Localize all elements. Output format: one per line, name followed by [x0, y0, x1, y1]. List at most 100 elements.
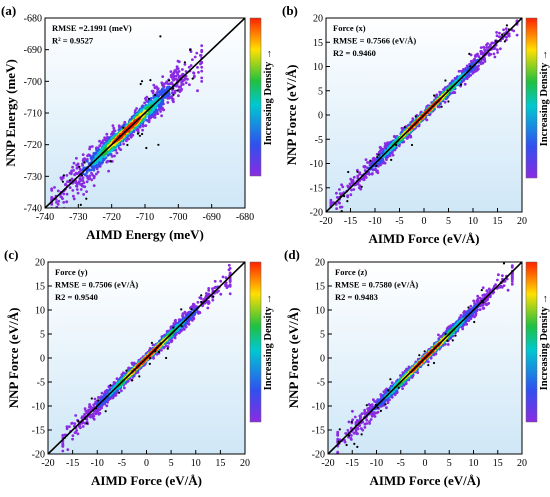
data-point	[506, 288, 510, 292]
data-point	[485, 289, 489, 293]
data-point	[94, 412, 98, 416]
data-point	[348, 182, 352, 186]
data-point	[60, 196, 64, 199]
data-point	[364, 158, 368, 162]
colorbar-label: Increasing Density →	[263, 294, 274, 391]
data-point	[79, 169, 83, 172]
data-point	[360, 412, 364, 416]
data-point	[172, 78, 176, 82]
data-point	[93, 397, 97, 401]
data-point	[90, 171, 93, 175]
data-point	[347, 420, 351, 424]
outlier-point	[159, 35, 162, 38]
outlier-point	[139, 82, 142, 86]
y-tick-label: -15	[32, 426, 45, 437]
data-point	[196, 89, 199, 93]
data-point	[80, 178, 84, 182]
outlier-point	[77, 420, 80, 423]
y-tick-label: -20	[310, 208, 323, 219]
outlier-point	[154, 93, 157, 97]
data-point	[58, 211, 61, 214]
outlier-point	[131, 379, 134, 382]
colorbar	[249, 261, 262, 423]
data-point	[492, 52, 496, 56]
data-point	[335, 207, 338, 211]
data-point	[56, 189, 60, 193]
data-point	[443, 100, 447, 104]
data-point	[53, 186, 56, 189]
data-point	[200, 50, 204, 54]
data-point	[184, 81, 188, 85]
data-point	[356, 426, 359, 430]
data-point	[151, 343, 155, 347]
data-point	[170, 95, 174, 98]
y-tick-label: -10	[310, 159, 323, 170]
x-tick-label: -10	[91, 458, 104, 469]
data-point	[169, 70, 173, 73]
data-point	[159, 110, 163, 113]
data-point	[151, 91, 155, 95]
data-point	[145, 118, 149, 122]
outlier-point	[140, 80, 144, 83]
outlier-point	[165, 356, 168, 360]
data-point	[191, 58, 194, 61]
data-point	[427, 360, 430, 364]
data-point	[186, 77, 189, 81]
outlier-point	[79, 203, 82, 206]
outlier-point	[501, 33, 504, 36]
outlier-point	[168, 79, 171, 82]
outlier-point	[468, 52, 471, 56]
data-point	[79, 188, 83, 191]
data-point	[472, 299, 476, 303]
panel-label: (b)	[282, 3, 298, 18]
data-point	[219, 279, 223, 283]
data-point	[85, 180, 89, 184]
data-point	[219, 292, 223, 296]
outlier-point	[150, 341, 153, 344]
y-tick-label: -5	[315, 135, 323, 146]
data-point	[446, 343, 450, 346]
outlier-point	[346, 200, 349, 203]
data-point	[65, 192, 69, 196]
data-point	[102, 157, 105, 161]
data-point	[206, 306, 210, 310]
y-tick-label: 5	[40, 330, 45, 341]
data-point	[135, 107, 139, 110]
data-point	[200, 65, 204, 69]
colorbar	[249, 17, 262, 177]
data-point	[55, 205, 59, 208]
data-point	[69, 172, 73, 176]
outlier-point	[138, 134, 141, 137]
data-point	[111, 124, 115, 127]
data-point	[192, 303, 196, 307]
outlier-point	[200, 300, 203, 304]
data-point	[495, 34, 499, 38]
data-point	[457, 69, 461, 73]
outlier-point	[433, 94, 436, 97]
data-point	[475, 65, 479, 69]
data-point	[143, 101, 147, 105]
data-point	[113, 154, 116, 158]
outlier-point	[360, 185, 363, 188]
data-point	[175, 78, 179, 82]
data-point	[72, 169, 75, 172]
data-point	[123, 386, 126, 390]
data-point	[111, 130, 115, 134]
data-point	[478, 308, 482, 311]
reference-line	[326, 18, 522, 212]
data-point	[199, 54, 202, 57]
data-point	[200, 69, 204, 73]
data-point	[335, 196, 339, 199]
data-point	[385, 406, 388, 410]
data-point	[177, 60, 181, 64]
data-point	[81, 164, 84, 167]
x-axis-label: AIMD Energy (meV)	[86, 227, 204, 242]
panel-a: -740 -730 -720 -710 -700 -690 -680-740-730-720…	[1, 3, 274, 242]
outlier-point	[109, 384, 112, 387]
outlier-point	[172, 326, 175, 329]
data-point	[73, 422, 77, 425]
data-point	[487, 52, 491, 55]
panel-d: -20 -15 -10 -5 0 5 10 15 20-20-15-10-505101520AI…	[284, 247, 550, 488]
data-point	[55, 210, 58, 213]
y-axis-label: NNP Energy (meV)	[3, 59, 18, 167]
